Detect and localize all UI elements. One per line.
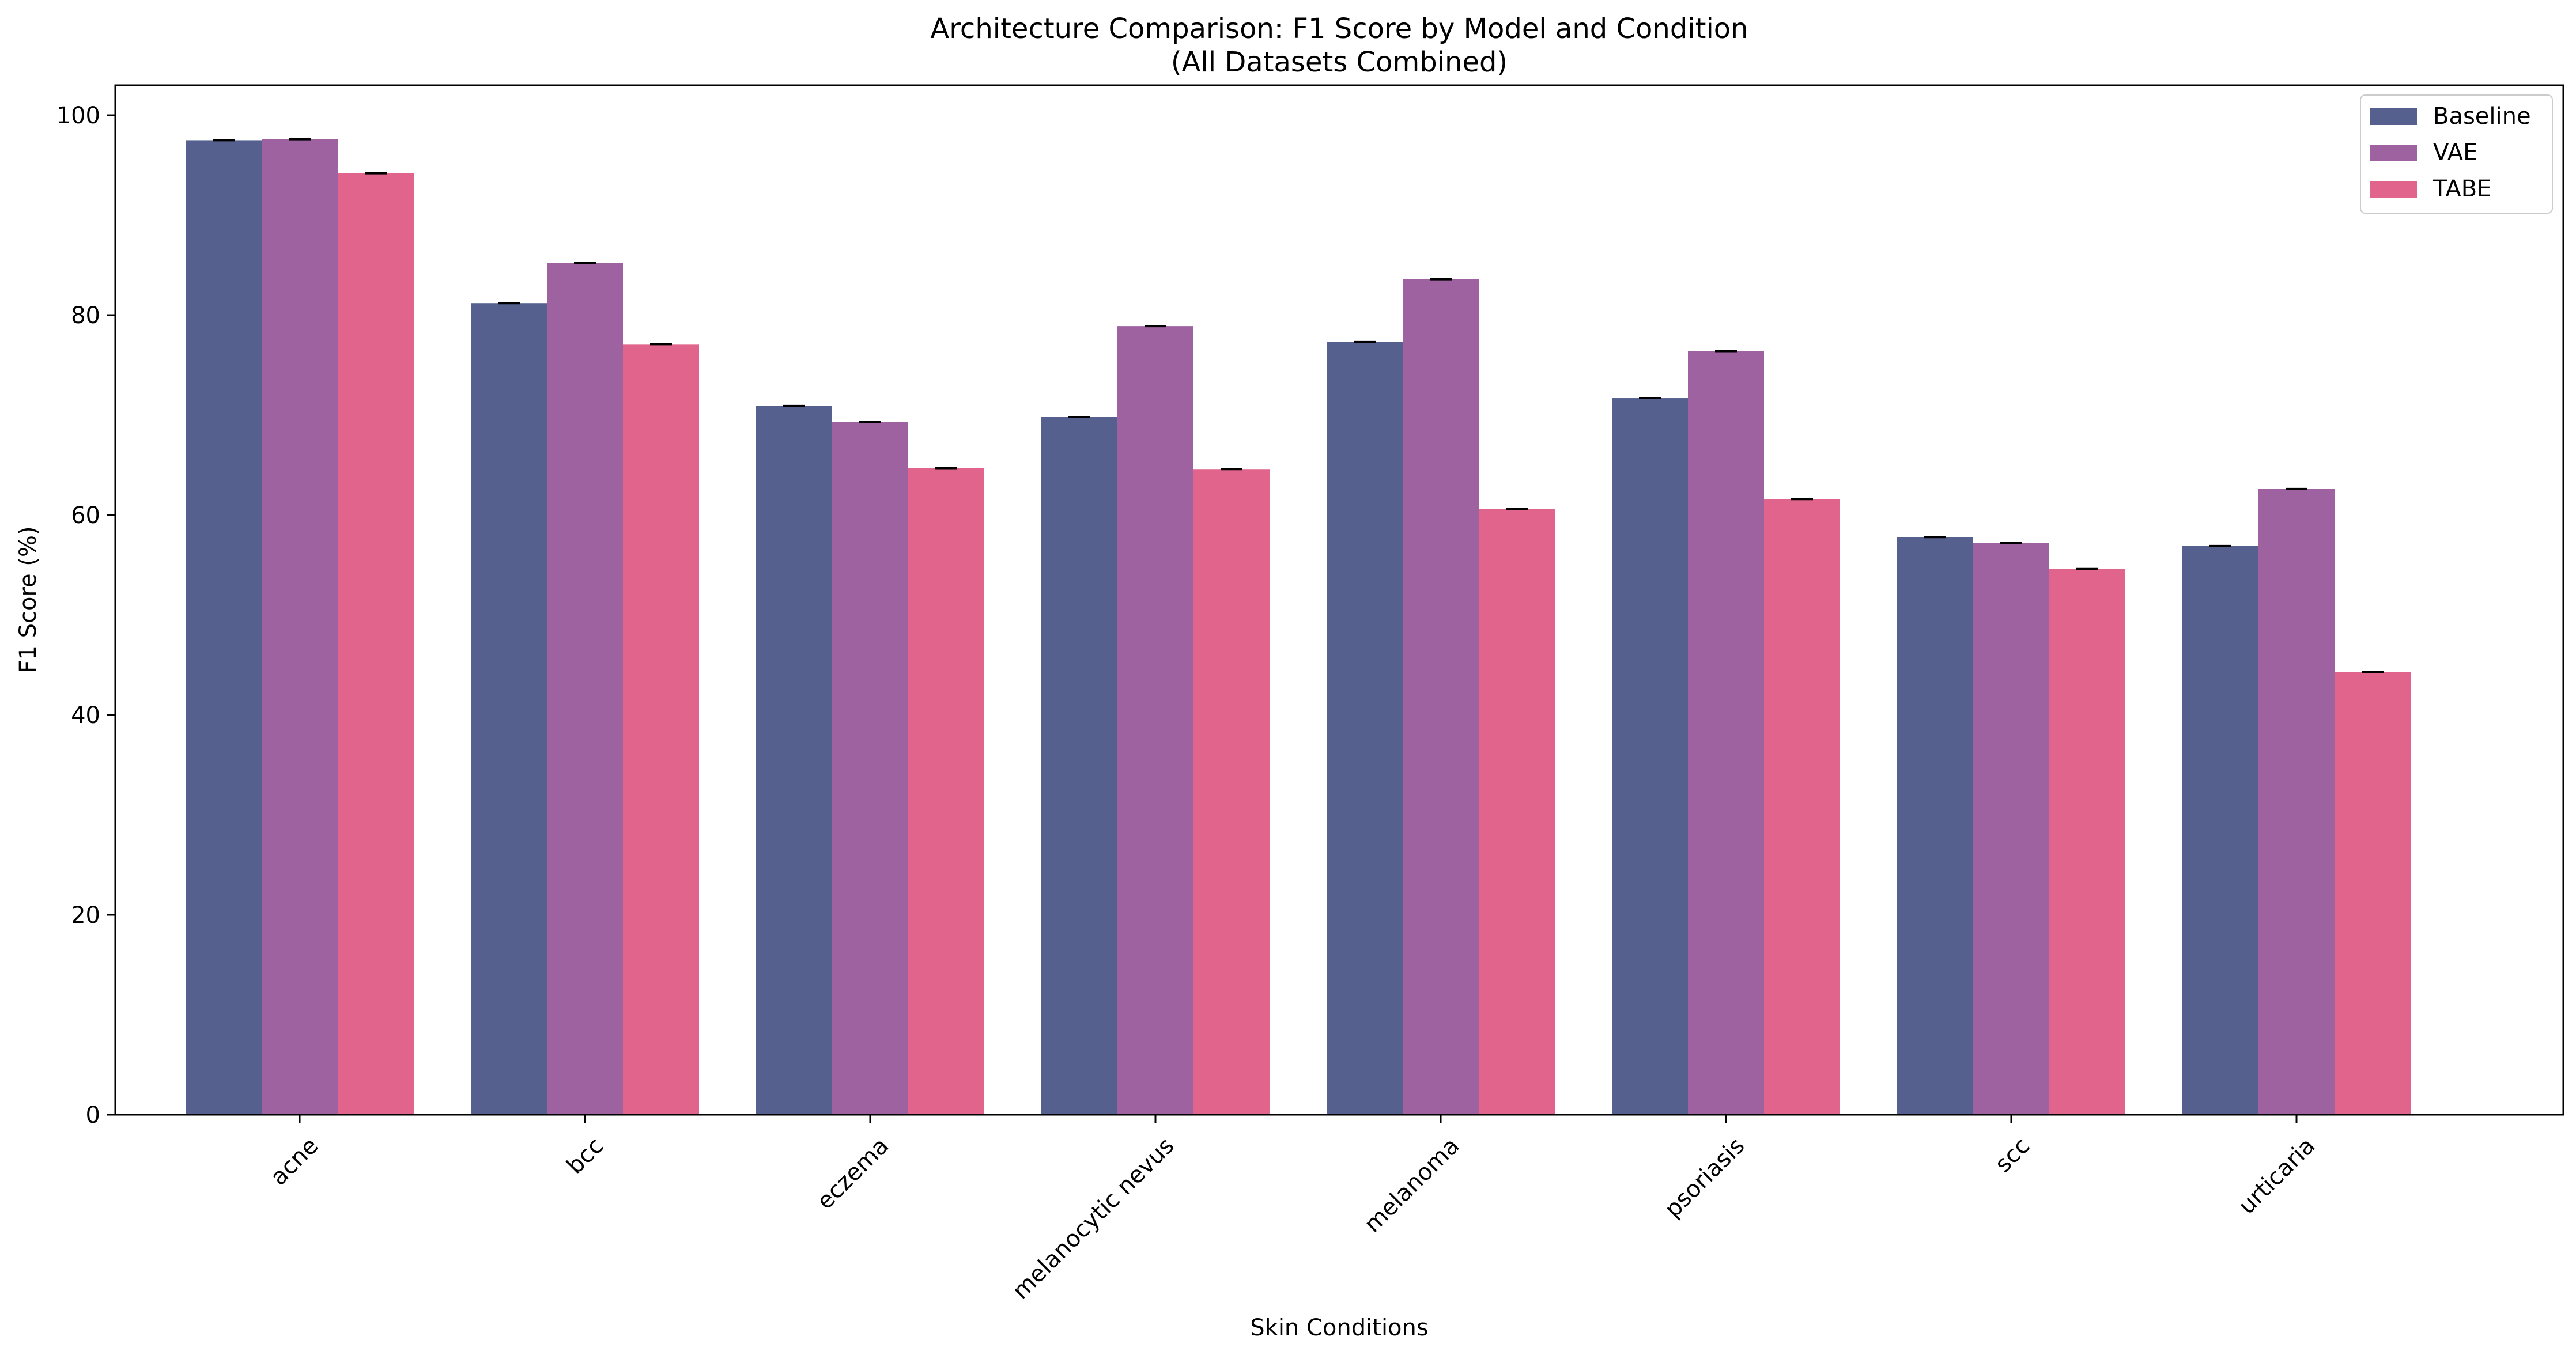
bar xyxy=(1897,537,1973,1115)
bar xyxy=(1117,326,1193,1115)
y-axis: 0 20 40 60 80 100 xyxy=(56,103,115,1129)
legend-swatch xyxy=(2370,181,2417,198)
legend-label: Baseline xyxy=(2433,103,2531,130)
bar xyxy=(1688,351,1764,1115)
x-axis-label: Skin Conditions xyxy=(1250,1315,1428,1341)
bar xyxy=(1041,417,1117,1115)
bars-layer xyxy=(186,139,2411,1115)
y-tick-label: 40 xyxy=(71,702,100,729)
y-tick-label: 60 xyxy=(71,502,100,529)
bar xyxy=(1973,543,2049,1115)
y-tick-label: 100 xyxy=(56,103,100,129)
legend: Baseline VAE TABE xyxy=(2360,94,2553,214)
bar xyxy=(1403,279,1479,1115)
y-tick-label: 20 xyxy=(71,902,100,929)
bar xyxy=(338,173,414,1115)
bar xyxy=(623,344,699,1115)
bar xyxy=(832,422,908,1115)
legend-swatch xyxy=(2370,145,2417,161)
legend-label: VAE xyxy=(2433,139,2477,166)
bar xyxy=(2182,546,2258,1115)
legend-swatch xyxy=(2370,108,2417,125)
bar xyxy=(1193,469,1270,1115)
bar xyxy=(262,139,338,1115)
bar xyxy=(2049,569,2125,1115)
bar xyxy=(1764,499,1840,1115)
y-tick-label: 0 xyxy=(86,1102,100,1129)
bar xyxy=(1479,509,1555,1115)
errorbars-layer xyxy=(213,138,2384,673)
bar xyxy=(2335,672,2411,1115)
bar xyxy=(908,468,984,1115)
plot-frame xyxy=(114,84,2564,1116)
bar xyxy=(547,263,623,1115)
bar xyxy=(1612,398,1688,1115)
bar xyxy=(756,406,832,1115)
bar xyxy=(1327,342,1403,1115)
legend-items: Baseline VAE TABE xyxy=(2370,103,2531,202)
legend-label: TABE xyxy=(2433,176,2491,202)
bar xyxy=(2258,489,2335,1115)
bar xyxy=(186,140,262,1115)
chart-subtitle: (All Datasets Combined) xyxy=(1171,46,1508,78)
y-tick-label: 80 xyxy=(71,302,100,329)
bar xyxy=(471,303,547,1115)
y-axis-label: F1 Score (%) xyxy=(15,526,41,673)
chart-title: Architecture Comparison: F1 Score by Mod… xyxy=(930,13,1748,45)
